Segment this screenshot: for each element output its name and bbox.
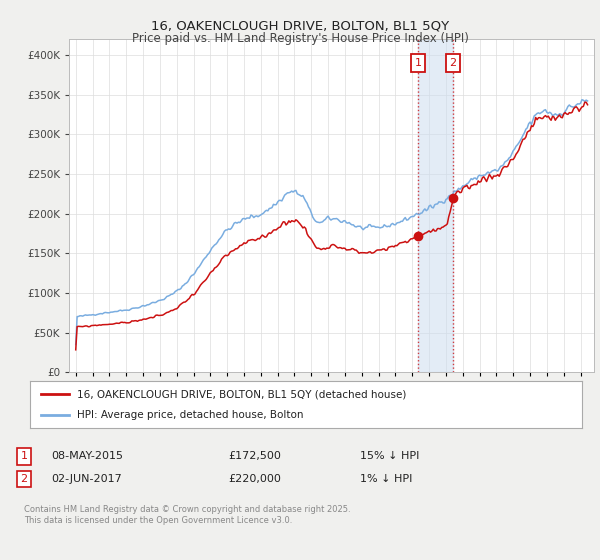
Text: 02-JUN-2017: 02-JUN-2017 bbox=[51, 474, 122, 484]
Text: 15% ↓ HPI: 15% ↓ HPI bbox=[360, 451, 419, 461]
Text: 08-MAY-2015: 08-MAY-2015 bbox=[51, 451, 123, 461]
Text: 2: 2 bbox=[20, 474, 28, 484]
Text: 1: 1 bbox=[20, 451, 28, 461]
Text: HPI: Average price, detached house, Bolton: HPI: Average price, detached house, Bolt… bbox=[77, 410, 304, 420]
Text: 2: 2 bbox=[449, 58, 457, 68]
Text: £220,000: £220,000 bbox=[228, 474, 281, 484]
Text: Price paid vs. HM Land Registry's House Price Index (HPI): Price paid vs. HM Land Registry's House … bbox=[131, 32, 469, 45]
Text: 16, OAKENCLOUGH DRIVE, BOLTON, BL1 5QY: 16, OAKENCLOUGH DRIVE, BOLTON, BL1 5QY bbox=[151, 20, 449, 32]
Text: 1: 1 bbox=[415, 58, 422, 68]
Text: £172,500: £172,500 bbox=[228, 451, 281, 461]
Bar bbox=[418, 39, 453, 372]
Text: 1% ↓ HPI: 1% ↓ HPI bbox=[360, 474, 412, 484]
Text: Contains HM Land Registry data © Crown copyright and database right 2025.
This d: Contains HM Land Registry data © Crown c… bbox=[24, 505, 350, 525]
Text: 16, OAKENCLOUGH DRIVE, BOLTON, BL1 5QY (detached house): 16, OAKENCLOUGH DRIVE, BOLTON, BL1 5QY (… bbox=[77, 389, 406, 399]
